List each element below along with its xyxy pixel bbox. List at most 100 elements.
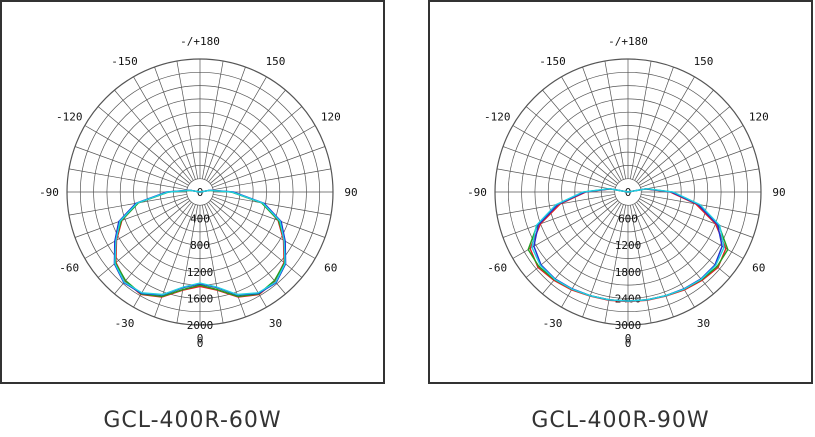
chart-caption-left: GCL-400R-60W [103,408,282,433]
angle-label: 120 [749,111,769,124]
grid-spoke [213,168,332,191]
grid-spoke [68,193,187,216]
grid-spoke [201,205,224,324]
grid-spoke [133,76,194,181]
grid-spoke [206,76,267,181]
grid-spoke [212,146,326,188]
grid-spoke [525,106,619,184]
grid-spoke [97,200,191,278]
grid-spoke [542,89,620,183]
radial-tick-label: 3000 [615,319,642,332]
angle-label: 30 [269,317,282,330]
series-line-1 [114,189,286,298]
angle-label: -150 [111,55,138,68]
series-line-3 [114,189,286,296]
grid-spoke [582,204,624,318]
angle-label: -150 [539,55,566,68]
grid-spoke [211,125,316,186]
grid-spoke [114,201,192,295]
grid-spoke [629,60,652,179]
grid-spoke [639,125,744,186]
polar-chart-left: -/+180 150 120 90 60 30 0 -30 -60 -90 -120 -150 0 400… [39,35,358,350]
grid-spoke [204,204,246,318]
grid-spoke [640,196,754,238]
chart-panel-left: -/+180 150 120 90 60 30 0 -30 -60 -90 -120 -150 0 400… [0,0,385,384]
grid-spoke [641,168,760,191]
grid-spoke [74,146,188,188]
grid-spoke [209,106,303,184]
radial-tick-label: 1800 [615,266,642,279]
grid-spoke [502,146,616,188]
grid-spoke [68,168,187,191]
grid-spoke [634,76,695,181]
grid-spoke [211,198,316,259]
grid-spoke [114,89,192,183]
grid-spoke [206,203,267,308]
radial-tick-label: 2000 [187,319,214,332]
polar-grid [66,58,334,326]
angle-label: -120 [56,111,83,124]
grid-spoke [502,196,616,238]
grid-spoke [561,76,622,181]
angle-label-bottom: 0 [197,332,204,345]
grid-spoke [84,198,189,259]
radial-tick-label: 800 [190,239,210,252]
angle-label: -/+180 [608,35,648,48]
grid-spoke [209,200,303,278]
chart-caption-right: GCL-400R-90W [531,408,710,433]
grid-spoke [208,201,286,295]
grid-spoke [176,205,199,324]
polar-grid [494,58,762,326]
grid-spoke [629,205,652,324]
grid-spoke [636,89,714,183]
angle-label: 120 [321,111,341,124]
grid-spoke [74,196,188,238]
radial-tick-label: 1200 [615,239,642,252]
angle-label: -120 [484,111,511,124]
grid-spoke [632,204,674,318]
angle-label: 150 [266,55,286,68]
grid-spoke [604,60,627,179]
grid-spoke [213,193,332,216]
grid-spoke [133,203,194,308]
grid-spoke [512,125,617,186]
angle-label: 30 [697,317,710,330]
grid-spoke [208,89,286,183]
grid-spoke [637,106,731,184]
radial-tick-label: 0 [625,186,632,199]
angle-label: -90 [39,186,59,199]
angle-label: -60 [487,262,507,275]
radial-tick-label: 600 [618,213,638,226]
grid-spoke [97,106,191,184]
angle-label: -90 [467,186,487,199]
polar-chart-right: -/+180 150 120 90 60 30 0 -30 -60 -90 -120 -150 0 600… [467,35,786,350]
angle-label: 0 [625,337,632,350]
radial-tick-label: 1200 [187,266,214,279]
grid-spoke [212,196,326,238]
angle-label: -60 [59,262,79,275]
grid-spoke [84,125,189,186]
radial-tick-label: 400 [190,213,210,226]
grid-spoke [154,204,196,318]
grid-spoke [496,168,615,191]
angle-label: 150 [694,55,714,68]
angle-label: 90 [344,186,357,199]
grid-spoke [201,60,224,179]
grid-spoke [604,205,627,324]
radial-tick-label: 0 [197,186,204,199]
chart-panel-right: -/+180 150 120 90 60 30 0 -30 -60 -90 -120 -150 0 600… [428,0,813,384]
grid-spoke [640,146,754,188]
angle-label: -30 [115,317,135,330]
angle-label: 60 [752,262,765,275]
radial-tick-label: 1600 [187,292,214,305]
angle-label: -/+180 [180,35,220,48]
grid-spoke [176,60,199,179]
series-line-3 [531,187,725,302]
grid-spoke [204,66,246,180]
angle-label: -30 [543,317,563,330]
angle-label: 60 [324,262,337,275]
angle-label: 0 [197,337,204,350]
grid-spoke [632,66,674,180]
grid-spoke [154,66,196,180]
angle-label: 90 [772,186,785,199]
